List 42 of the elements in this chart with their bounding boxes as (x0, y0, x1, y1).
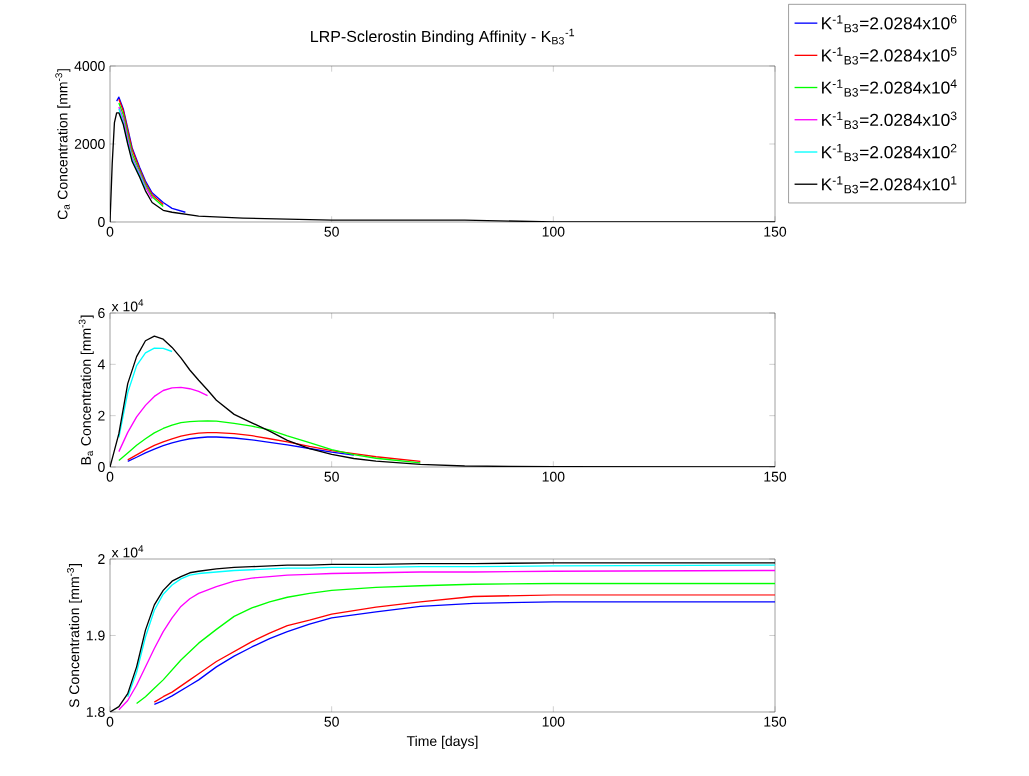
line-series (118, 386, 209, 453)
y-tick-label: 6 (98, 308, 105, 318)
x-tick-label: 150 (764, 471, 787, 482)
y-tick-label: 1.8 (86, 707, 105, 717)
y-axis-title: B$_{a}$ Concentration [mm$^{-3}$] (78, 315, 94, 465)
legend-label: K$^{-1}$$_{B3}$=2.0284x10$^{6}$ (822, 15, 957, 33)
x-axis-title: Time [days] (406, 735, 478, 749)
y-tick-label: 4 (97, 359, 105, 370)
line-series (118, 420, 422, 464)
legend-label: K$^{-1}$$_{B3}$=2.0284x10$^{2}$ (822, 143, 957, 162)
text: x 10$^{4}$ (111, 299, 144, 312)
line-series (118, 108, 147, 190)
x-tick-label: 50 (324, 716, 339, 727)
y-tick-label: 2 (98, 410, 105, 421)
legend-label: K$^{-1}$$_{B3}$=2.0284x10$^{3}$ (822, 111, 957, 129)
y-tick-label: 0 (98, 217, 105, 227)
x-tick-label: 0 (106, 716, 114, 727)
y-axis-title: S Concentration [mm$^{-3}$] (66, 564, 83, 708)
x-tick-label: 100 (542, 471, 565, 482)
y-tick-label: 1.9 (86, 630, 105, 641)
text: x 10$^{4}$ (111, 545, 144, 558)
chart-title: LRP-Sclerostin Binding Affinity - K$_{B3}$-1 (311, 28, 575, 46)
line-series (127, 431, 422, 463)
y-tick-label: 2000 (74, 139, 105, 149)
x-tick-label: 100 (542, 716, 565, 727)
y-tick-label: 4000 (74, 61, 105, 71)
line-series (118, 347, 173, 439)
y-tick-label: 2 (98, 554, 105, 564)
line-series (110, 335, 776, 467)
x-tick-label: 0 (106, 226, 114, 237)
y-axis-title: C$_{a}$ Concentration [mm$^{-3}$] (55, 69, 71, 220)
legend-label: K$^{-1}$$_{B3}$=2.0284x10$^{4}$ (822, 79, 957, 97)
x-tick-label: 150 (764, 226, 787, 237)
x-tick-label: 50 (324, 471, 339, 482)
legend-label: K$^{-1}$$_{B3}$=2.0284x10$^{1}$ (822, 176, 957, 194)
x-tick-label: 150 (764, 716, 787, 727)
line-series (127, 436, 355, 463)
legend-label: K$^{-1}$$_{B3}$=2.0284x10$^{5}$ (822, 47, 957, 65)
x-tick-label: 0 (106, 471, 114, 482)
y-tick-label: 0 (98, 462, 105, 472)
x-tick-label: 50 (324, 226, 339, 237)
x-tick-label: 100 (542, 226, 565, 237)
